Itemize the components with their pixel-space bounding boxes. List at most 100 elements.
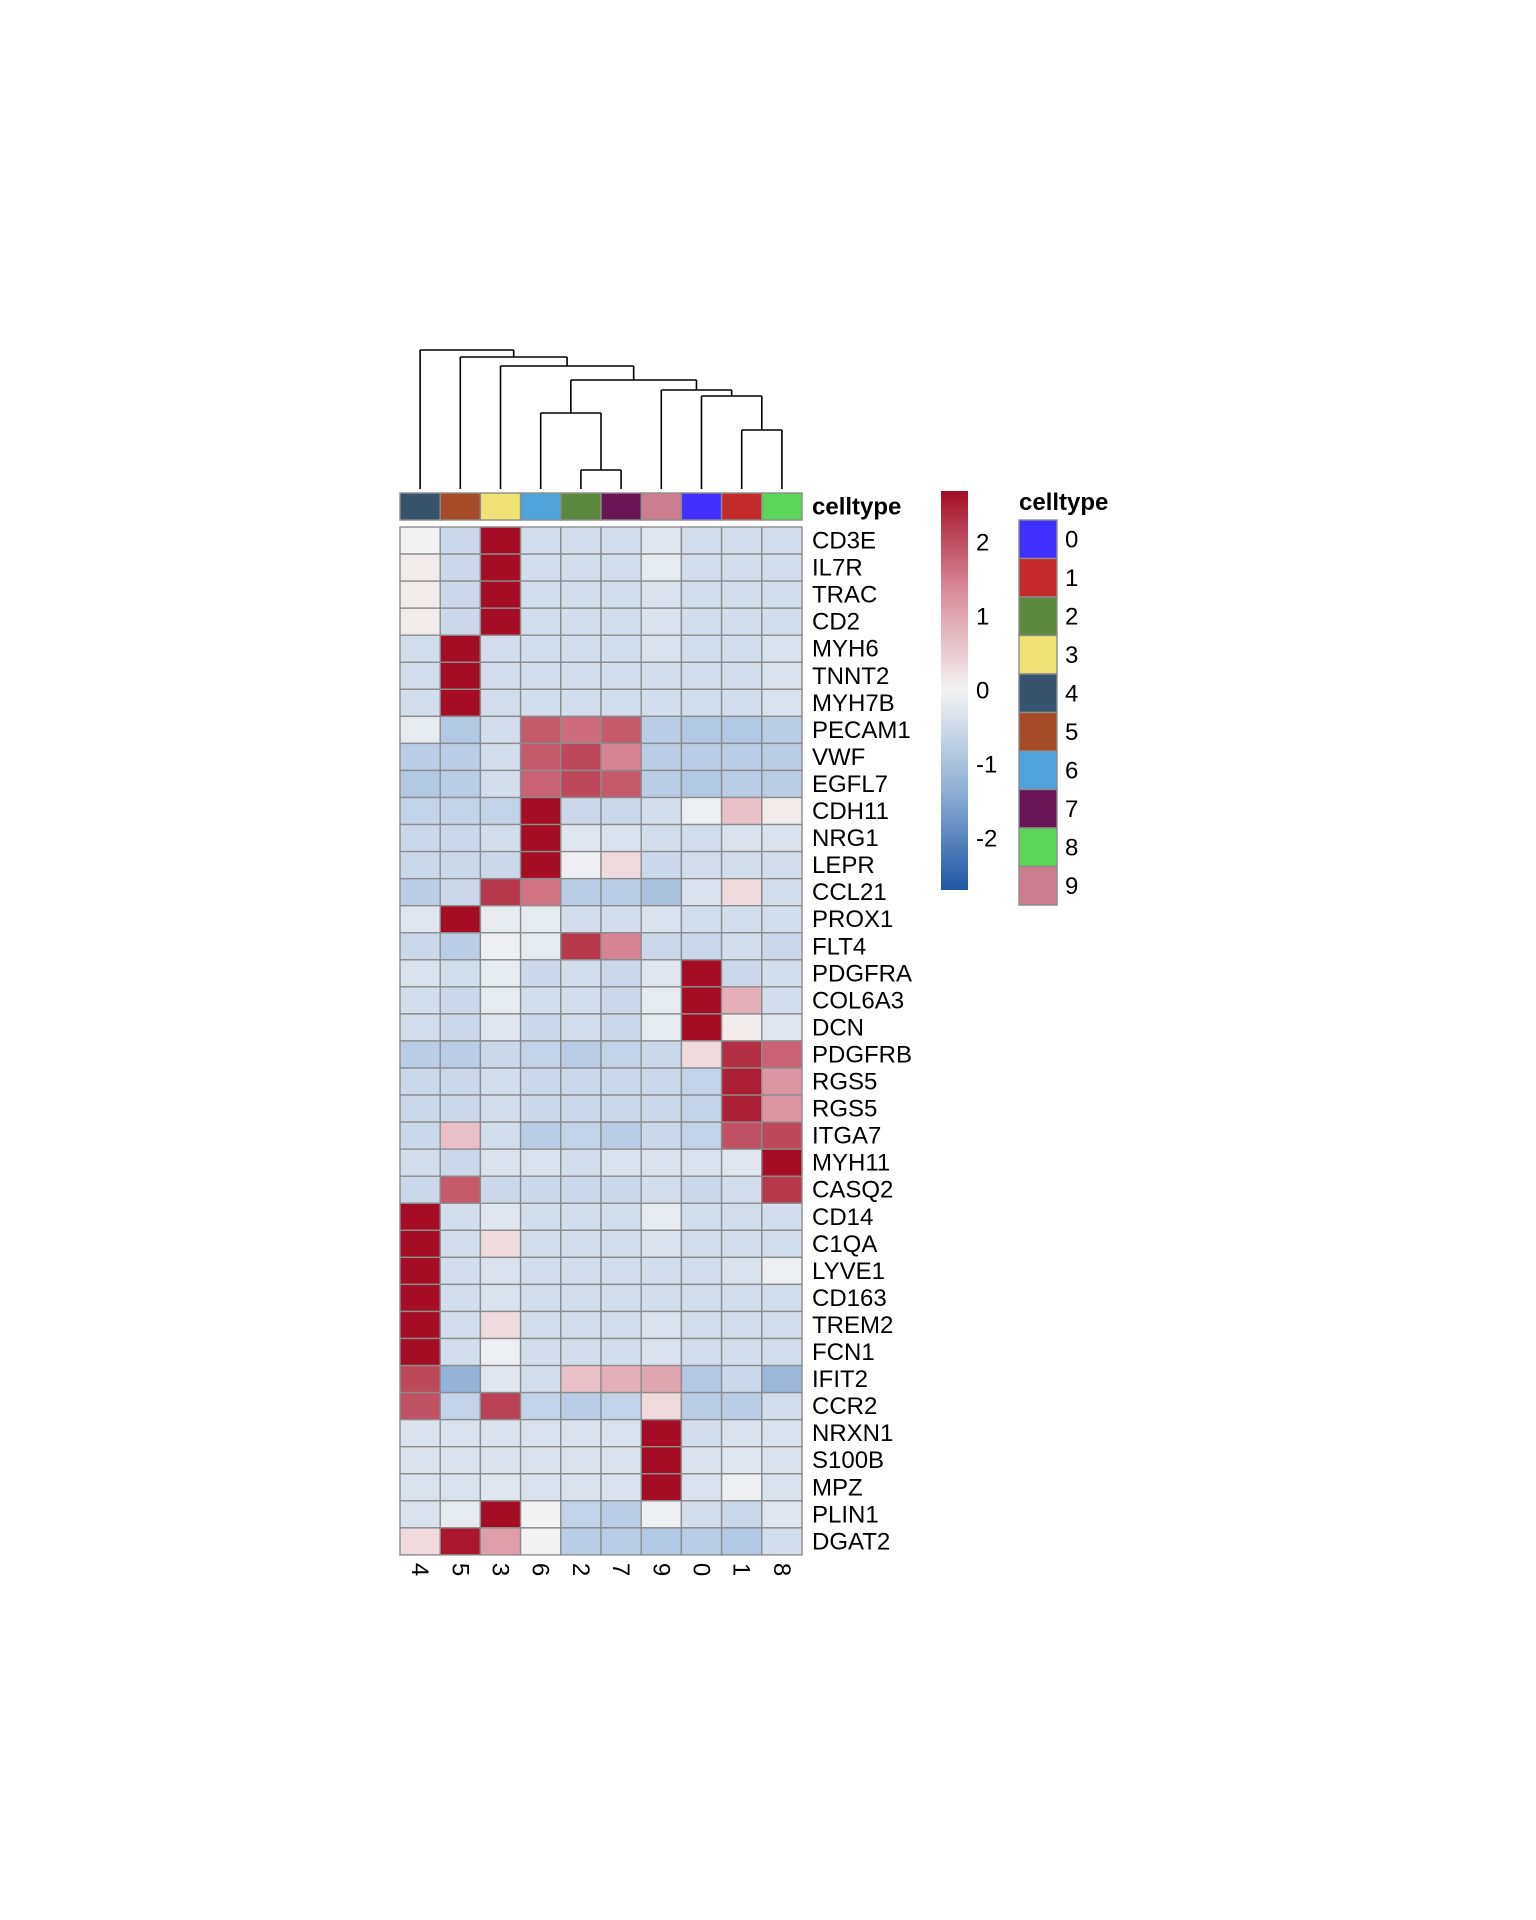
heatmap-cell <box>640 1094 683 1123</box>
heatmap-cell <box>560 1473 602 1502</box>
heatmap-cell <box>720 1094 763 1123</box>
heatmap-cell <box>479 1202 522 1231</box>
heatmap-cell <box>439 986 482 1015</box>
heatmap-cell <box>560 634 602 663</box>
heatmap-cell <box>761 1094 803 1123</box>
heatmap-cell <box>399 1202 441 1231</box>
heatmap-cell <box>680 796 723 826</box>
heatmap-cell <box>600 1067 642 1096</box>
heatmap-cell <box>519 1418 562 1448</box>
heatmap-cell <box>600 769 642 799</box>
heatmap-cell <box>600 959 642 988</box>
heatmap-cell <box>640 1013 683 1042</box>
annotation-cell <box>399 492 441 521</box>
heatmap-cell <box>720 688 763 718</box>
heatmap-cell <box>439 1094 482 1123</box>
heatmap-cell <box>761 688 803 718</box>
heatmap-cell <box>761 769 803 799</box>
heatmap-cell <box>761 1040 803 1069</box>
heatmap-cell <box>399 526 441 555</box>
heatmap-cell <box>519 607 562 636</box>
heatmap-cell <box>640 1527 683 1556</box>
heatmap-cell <box>600 1500 642 1529</box>
heatmap-cell <box>479 905 522 934</box>
heatmap-cell <box>399 742 441 772</box>
heatmap-cell <box>479 796 522 826</box>
heatmap-cell <box>519 1391 562 1421</box>
heatmap-cell <box>519 1337 562 1367</box>
column-label: 4 <box>406 1563 433 1576</box>
heatmap-cell <box>439 1148 482 1177</box>
heatmap-cell <box>519 1445 562 1475</box>
row-label: NRXN1 <box>812 1420 893 1447</box>
heatmap-cell <box>680 580 723 609</box>
heatmap-cell <box>600 796 642 826</box>
row-label: RGS5 <box>812 1096 877 1123</box>
heatmap-cell <box>399 1040 441 1069</box>
heatmap-cell <box>519 742 562 772</box>
heatmap-cell <box>439 1283 482 1313</box>
heatmap-cell <box>560 1500 602 1529</box>
heatmap-cell <box>519 1310 562 1340</box>
column-label: 5 <box>446 1563 473 1576</box>
heatmap-cell <box>640 1337 683 1367</box>
heatmap-cell <box>720 1500 763 1529</box>
heatmap-cell <box>761 1445 803 1475</box>
heatmap-cell <box>519 769 562 799</box>
heatmap-cell <box>439 932 482 961</box>
heatmap-cell <box>560 688 602 718</box>
heatmap-cell <box>399 850 441 880</box>
heatmap-cell <box>399 1418 441 1448</box>
heatmap-cell <box>439 1337 482 1367</box>
heatmap-cell <box>560 959 602 988</box>
heatmap-cell <box>519 932 562 961</box>
heatmap-cell <box>399 932 441 961</box>
heatmap-cell <box>479 1310 522 1340</box>
heatmap-cell <box>560 850 602 880</box>
heatmap-cell <box>680 634 723 663</box>
heatmap-cell <box>560 905 602 934</box>
heatmap-cell <box>399 1364 441 1394</box>
heatmap-cell <box>680 959 723 988</box>
heatmap-cell <box>680 661 723 690</box>
heatmap-cell <box>720 742 763 772</box>
row-labels: CD3EIL7RTRACCD2MYH6TNNT2MYH7BPECAM1VWFEG… <box>812 528 912 1556</box>
heatmap-cell <box>439 877 482 907</box>
heatmap-cell <box>560 1229 602 1259</box>
heatmap-cell <box>720 1527 763 1556</box>
colorbar: 2 1 0 -1 -2 <box>941 491 997 890</box>
heatmap-cell <box>720 1040 763 1069</box>
heatmap-cell <box>560 553 602 582</box>
heatmap-cell <box>479 1418 522 1448</box>
heatmap-cell <box>399 986 441 1015</box>
legend-swatch <box>1018 750 1058 791</box>
heatmap-cell <box>600 877 642 907</box>
heatmap-cell <box>761 1337 803 1367</box>
heatmap-cell <box>761 1256 803 1286</box>
heatmap-cell <box>519 1283 562 1313</box>
heatmap-cell <box>761 1175 803 1204</box>
heatmap-cell <box>720 769 763 799</box>
heatmap-cell <box>479 1337 522 1367</box>
heatmap-cell <box>519 526 562 555</box>
heatmap-cell <box>640 1500 683 1529</box>
heatmap-cell <box>761 959 803 988</box>
annotation-cell <box>600 492 642 521</box>
row-label: PROX1 <box>812 906 893 933</box>
heatmap-cell <box>399 877 441 907</box>
heatmap-cell <box>399 1121 441 1150</box>
heatmap-cell <box>560 1364 602 1394</box>
heatmap-cell <box>439 1013 482 1042</box>
legend-swatch <box>1018 711 1058 752</box>
legend-label: 4 <box>1065 680 1078 707</box>
heatmap-cell <box>761 526 803 555</box>
heatmap-cell <box>479 769 522 799</box>
heatmap-cell <box>519 877 562 907</box>
row-label: NRG1 <box>812 825 879 852</box>
heatmap-cell <box>439 1067 482 1096</box>
heatmap-cell <box>680 1148 723 1177</box>
heatmap-cell <box>519 986 562 1015</box>
heatmap-cell <box>479 742 522 772</box>
column-label: 1 <box>728 1563 755 1576</box>
row-label: PDGFRA <box>812 960 912 987</box>
